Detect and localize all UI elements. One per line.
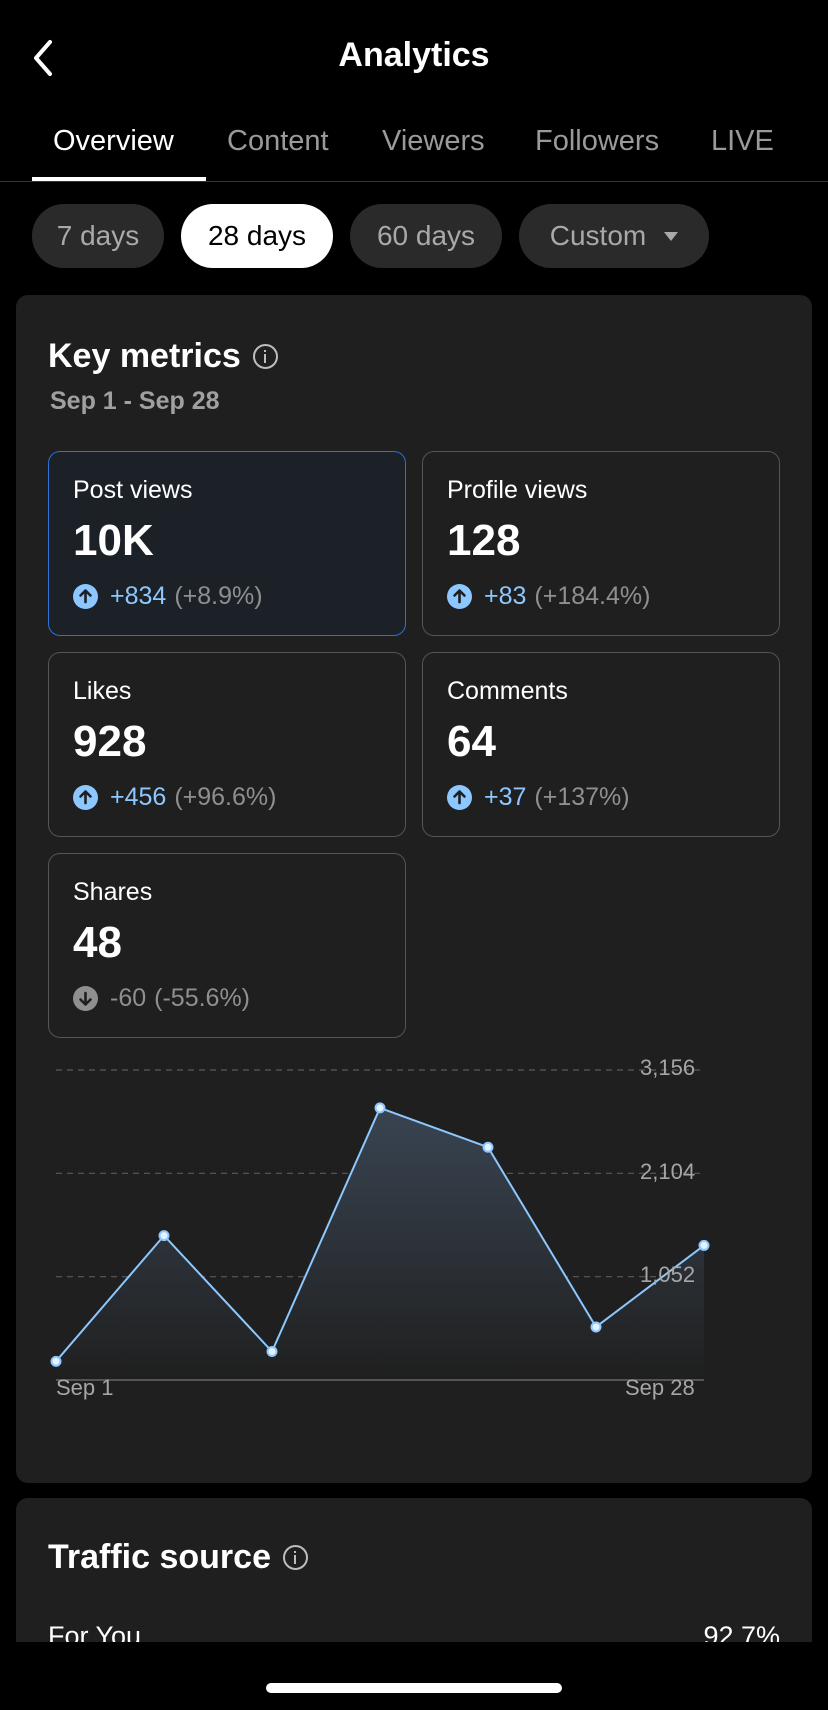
metric-delta: +83 <box>484 582 527 610</box>
range-28-days-button[interactable]: 28 days <box>181 204 333 268</box>
chevron-left-icon <box>34 40 52 76</box>
date-range-selector: 7 days 28 days 60 days Custom <box>0 204 828 268</box>
metric-change: +834 (+8.9%) <box>73 582 263 611</box>
metric-card-comments[interactable]: Comments 64 +37 (+137%) <box>422 652 780 837</box>
tab-followers[interactable]: Followers <box>535 125 660 157</box>
home-indicator[interactable] <box>266 1683 562 1693</box>
metric-value: 10K <box>73 516 154 565</box>
area-fill <box>56 1107 704 1380</box>
arrow-up-icon <box>73 584 98 609</box>
range-60-days-button[interactable]: 60 days <box>350 204 502 268</box>
metric-delta: -60 <box>110 984 147 1012</box>
arrow-up-icon <box>73 785 98 810</box>
header: Analytics <box>0 0 828 115</box>
data-point[interactable] <box>482 1141 494 1153</box>
metric-percent: (-55.6%) <box>154 984 251 1012</box>
metric-value: 128 <box>447 516 521 565</box>
bottom-safe-area <box>0 1642 828 1710</box>
key-metrics-heading: Key metrics <box>48 337 278 376</box>
tab-content[interactable]: Content <box>227 125 329 157</box>
data-point[interactable] <box>50 1355 62 1367</box>
metric-card-likes[interactable]: Likes 928 +456 (+96.6%) <box>48 652 406 837</box>
x-tick-label: Sep 28 <box>625 1375 695 1400</box>
key-metrics-card: Key metrics Sep 1 - Sep 28 Post views 10… <box>16 295 812 1483</box>
post-views-chart: 3,156 2,104 1,052 Sep 1 Sep 28 <box>16 1055 812 1710</box>
range-label: Custom <box>549 220 647 251</box>
metric-change: -60 (-55.6%) <box>73 984 250 1013</box>
metric-change: +456 (+96.6%) <box>73 783 276 812</box>
metric-percent: (+96.6%) <box>174 783 277 811</box>
y-tick-label: 2,104 <box>640 1159 696 1184</box>
range-label: 7 days <box>56 220 140 251</box>
metric-label: Profile views <box>447 476 588 504</box>
metric-value: 64 <box>447 717 496 766</box>
info-icon[interactable] <box>282 1545 308 1570</box>
range-label: 60 days <box>376 220 476 251</box>
active-tab-indicator <box>32 177 206 181</box>
date-range-label: Sep 1 - Sep 28 <box>50 387 220 415</box>
back-button[interactable] <box>28 36 68 80</box>
metric-delta: +37 <box>484 783 527 811</box>
x-tick-label: Sep 1 <box>56 1375 114 1400</box>
info-icon[interactable] <box>252 344 278 369</box>
metric-percent: (+184.4%) <box>534 582 651 610</box>
data-point[interactable] <box>374 1102 386 1114</box>
metric-card-shares[interactable]: Shares 48 -60 (-55.6%) <box>48 853 406 1038</box>
metric-delta: +456 <box>110 783 167 811</box>
traffic-source-heading: Traffic source <box>48 1538 308 1577</box>
metric-label: Shares <box>73 878 153 906</box>
metric-percent: (+8.9%) <box>174 582 263 610</box>
arrow-down-icon <box>73 986 98 1011</box>
y-tick-label: 1,052 <box>640 1262 696 1287</box>
metric-change: +83 (+184.4%) <box>447 582 650 611</box>
page-title: Analytics <box>338 36 490 74</box>
chart-svg <box>50 1069 710 1381</box>
tab-overview[interactable]: Overview <box>53 125 174 157</box>
metric-percent: (+137%) <box>534 783 630 811</box>
metric-card-post-views[interactable]: Post views 10K +834 (+8.9%) <box>48 451 406 636</box>
metric-change: +37 (+137%) <box>447 783 630 812</box>
arrow-up-icon <box>447 584 472 609</box>
metric-label: Likes <box>73 677 132 705</box>
tab-bar: Overview Content Viewers Followers LIVE <box>0 115 828 182</box>
key-metrics-title: Key metrics <box>48 337 241 375</box>
range-label: 28 days <box>207 220 307 251</box>
caret-down-icon <box>664 231 679 241</box>
metric-label: Post views <box>73 476 193 504</box>
data-point[interactable] <box>158 1230 170 1242</box>
metric-delta: +834 <box>110 582 167 610</box>
metric-card-profile-views[interactable]: Profile views 128 +83 (+184.4%) <box>422 451 780 636</box>
data-point[interactable] <box>266 1346 278 1358</box>
metric-value: 48 <box>73 918 122 967</box>
metric-value: 928 <box>73 717 147 766</box>
data-point[interactable] <box>698 1239 710 1251</box>
metric-label: Comments <box>447 677 568 705</box>
y-tick-label: 3,156 <box>640 1055 696 1080</box>
data-point[interactable] <box>590 1321 602 1333</box>
range-custom-dropdown[interactable]: Custom <box>519 204 709 268</box>
traffic-source-title: Traffic source <box>48 1538 271 1576</box>
tab-viewers[interactable]: Viewers <box>382 125 485 157</box>
arrow-up-icon <box>447 785 472 810</box>
range-7-days-button[interactable]: 7 days <box>32 204 164 268</box>
tab-live[interactable]: LIVE <box>711 125 774 157</box>
